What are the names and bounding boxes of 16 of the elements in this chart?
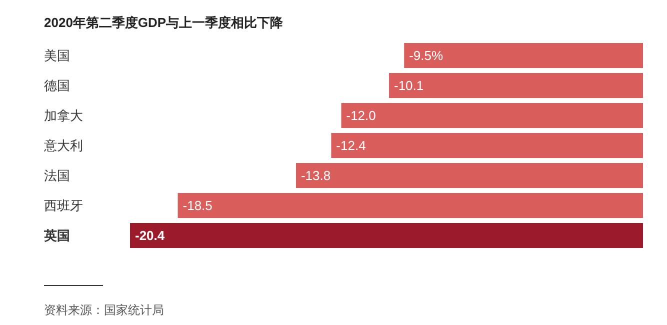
y-tick-label: 英国 [43,228,70,243]
data-label: -12.4 [336,138,366,153]
data-label: -18.5 [182,198,212,213]
data-label: -13.8 [300,168,331,183]
y-tick-label: 加拿大 [44,108,83,123]
y-tick-label: 美国 [44,48,70,63]
text: 资料来源：国家统计局 [44,303,164,317]
data-label: -20.4 [135,228,166,243]
data-label: -9.5% [409,48,444,63]
y-tick-label: 西班牙 [44,198,83,213]
data-label: -10.1 [394,78,424,93]
chart-title: 2020年第二季度GDP与上一季度相比下降 [44,15,284,30]
y-tick-label: 法国 [44,168,70,183]
y-tick-label: 意大利 [43,138,83,153]
data-label: -12.0 [346,108,376,123]
y-tick-label: 德国 [44,78,70,93]
